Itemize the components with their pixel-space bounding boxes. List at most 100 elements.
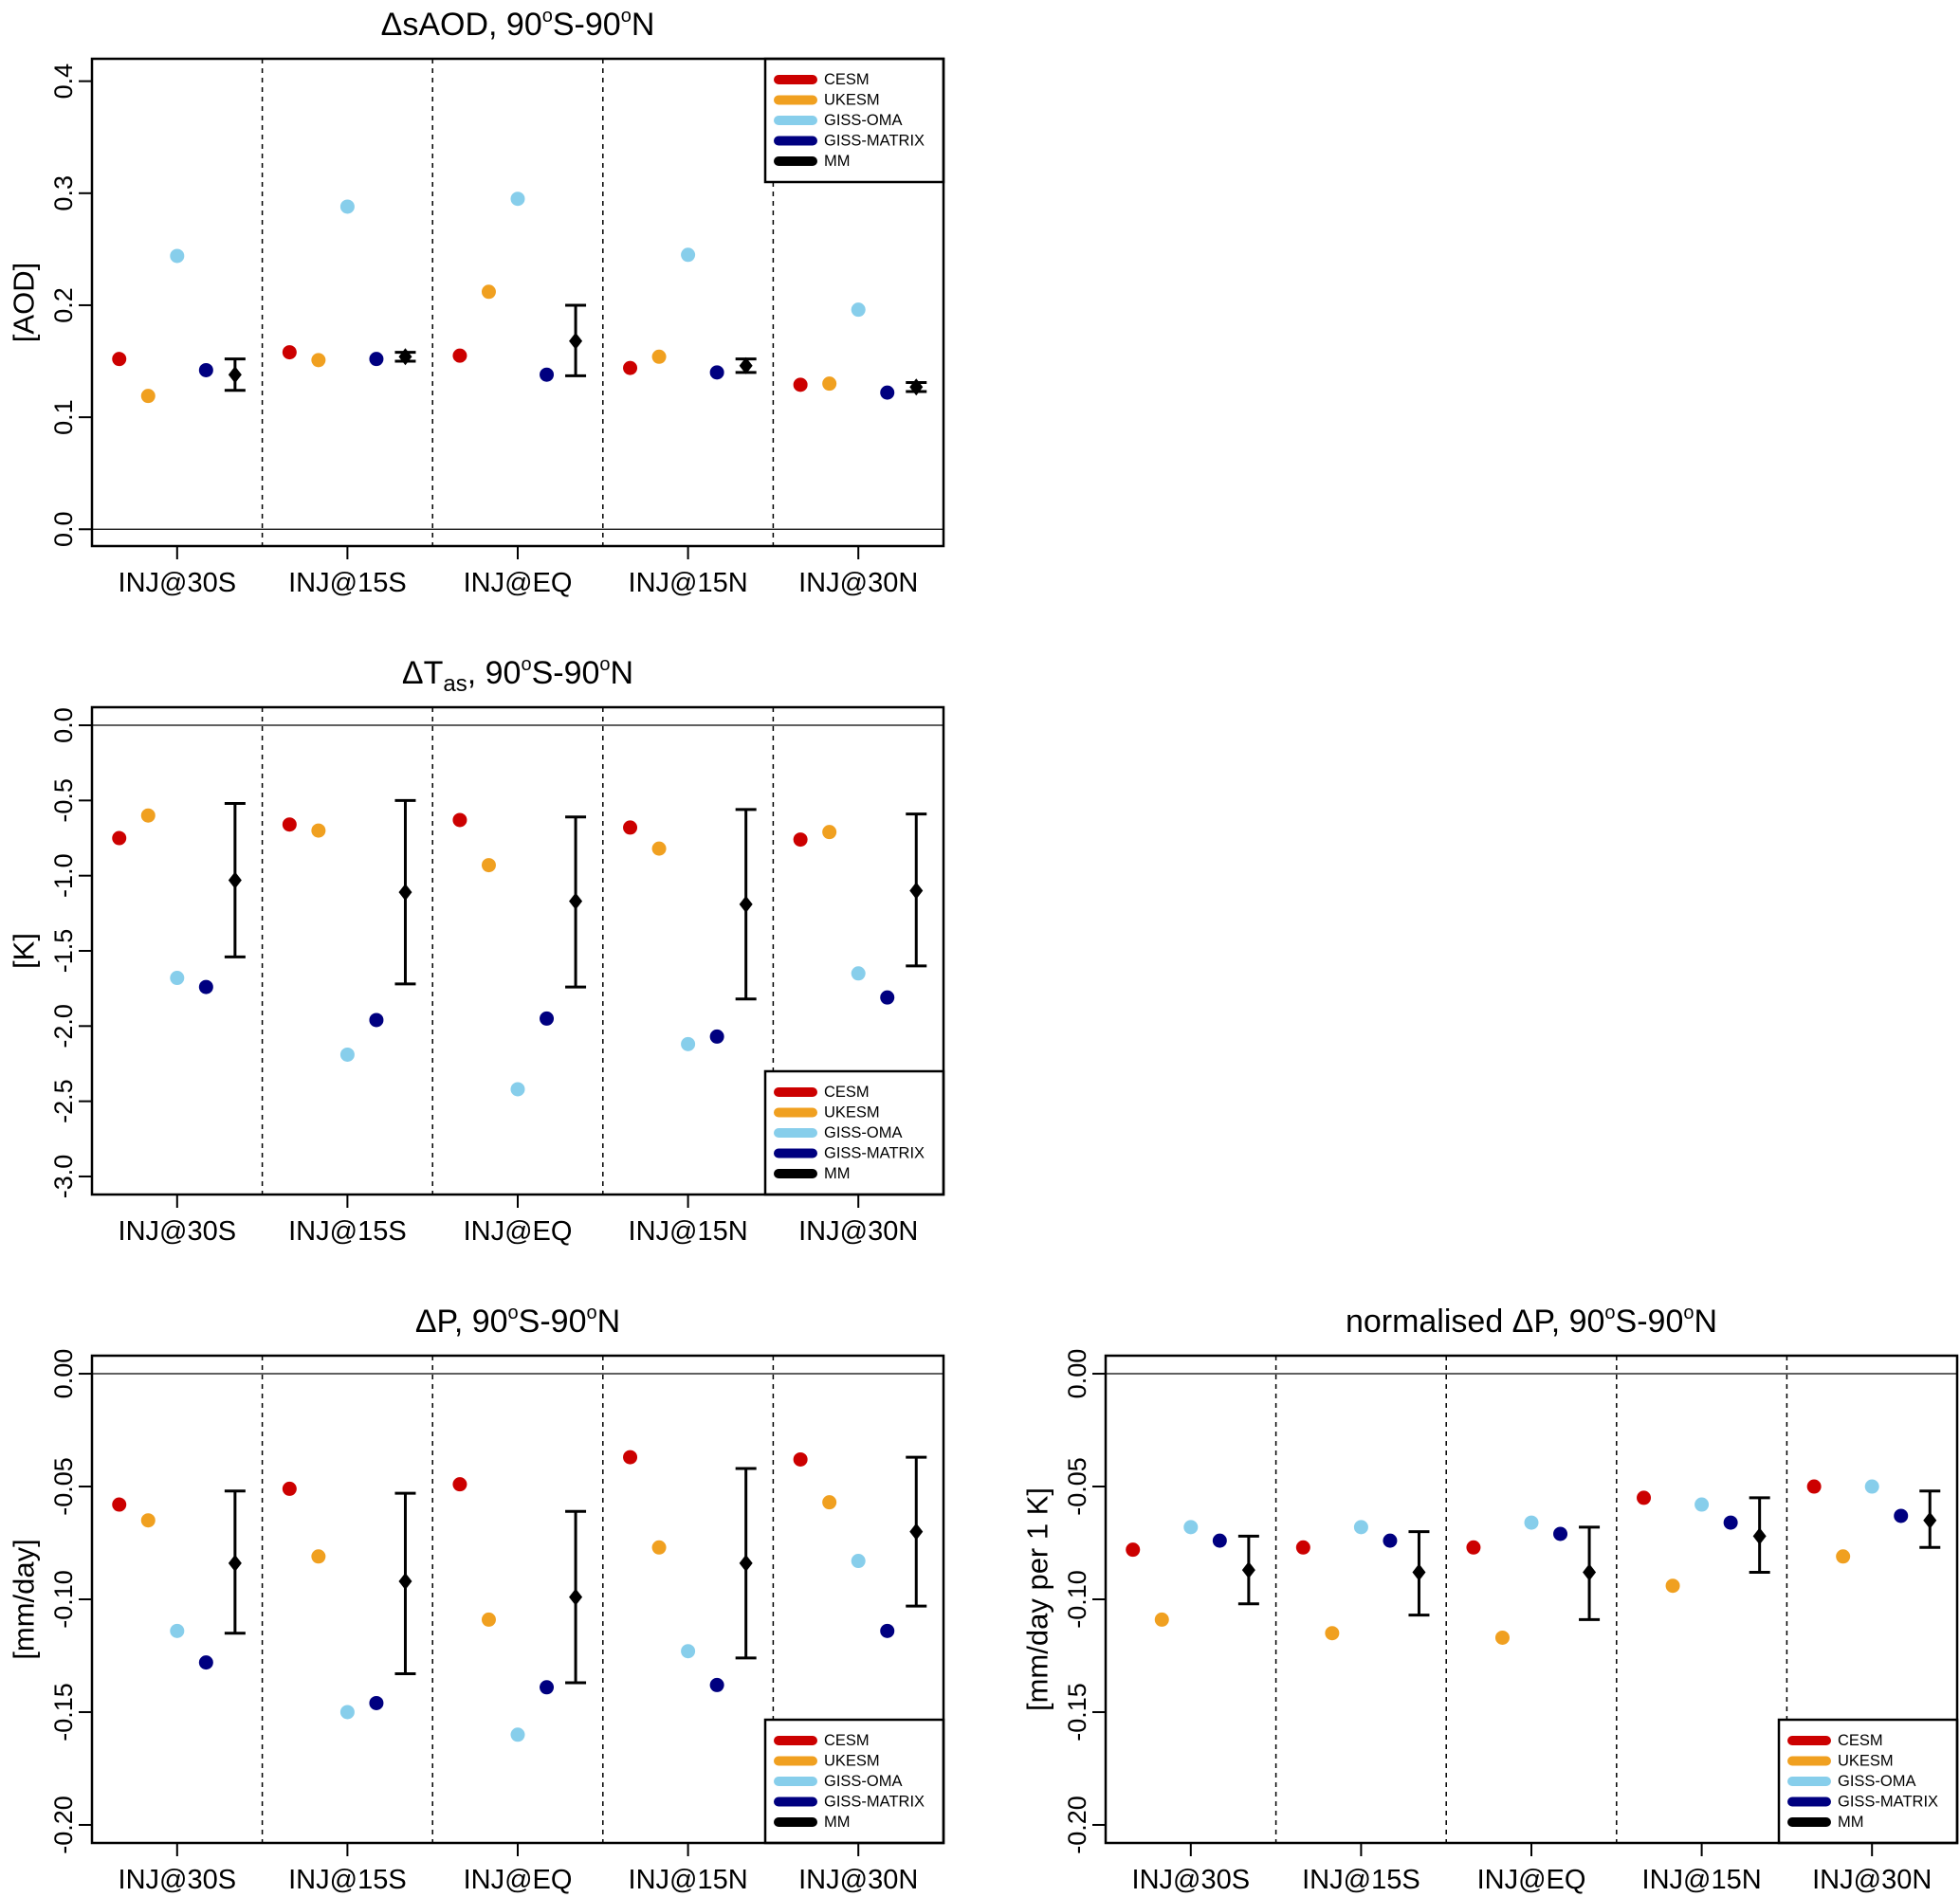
title-part: N: [1694, 1304, 1717, 1340]
point-cesm: [452, 1477, 467, 1492]
y-tick-label: -0.05: [49, 1457, 78, 1516]
y-tick-label: 0.4: [49, 64, 78, 100]
panel-2: ΔTas, 90oS-90oN0.0-0.5-1.0-1.5-2.0-2.5-3…: [8, 654, 945, 1247]
legend-label: GISS-OMA: [824, 1773, 903, 1790]
x-tick-label: INJ@30N: [798, 568, 918, 598]
point-ukesm: [140, 808, 156, 823]
x-tick-label: INJ@15S: [288, 1865, 407, 1895]
point-giss-matrix: [709, 365, 724, 380]
y-axis-label: [mm/day]: [8, 1539, 41, 1659]
x-tick-label: INJ@EQ: [1477, 1865, 1586, 1895]
chart-title: ΔTas, 90oS-90oN: [402, 654, 633, 697]
y-tick-label: 0.00: [49, 1349, 78, 1399]
point-giss-oma: [339, 1705, 355, 1720]
x-tick-label: INJ@30S: [119, 1865, 237, 1895]
legend-label: GISS-MATRIX: [824, 1145, 925, 1162]
point-giss-matrix: [880, 1623, 895, 1638]
point-cesm: [282, 1481, 297, 1496]
point-ukesm: [822, 376, 837, 392]
x-tick-label: INJ@30N: [798, 1216, 918, 1247]
x-tick-label: INJ@15S: [288, 1216, 407, 1247]
legend: CESM UKESM GISS-OMA GISS-MATRIX MM: [763, 1069, 945, 1196]
title-superscript: o: [542, 6, 553, 27]
mm-mean-point: [228, 871, 242, 889]
point-giss-matrix: [198, 362, 213, 377]
point-cesm: [793, 1451, 808, 1467]
legend-label: CESM: [824, 71, 870, 88]
y-tick-label: -1.5: [49, 929, 78, 974]
point-ukesm: [1836, 1549, 1851, 1564]
title-part: S-90: [553, 7, 621, 43]
title-part: S-90: [532, 655, 600, 691]
point-giss-matrix: [1383, 1533, 1398, 1548]
legend: CESM UKESM GISS-OMA GISS-MATRIX MM: [763, 1718, 945, 1845]
panel-4: normalised ΔP, 90oS-90oN0.00-0.05-0.10-0…: [1021, 1303, 1959, 1895]
legend-label: UKESM: [824, 1753, 880, 1770]
title-part: ΔsAOD, 90: [381, 7, 542, 43]
mm-mean-point: [228, 366, 242, 384]
legend-label: UKESM: [824, 1104, 880, 1122]
legend-label: UKESM: [1838, 1753, 1894, 1770]
point-giss-oma: [1353, 1520, 1368, 1535]
point-cesm: [1126, 1542, 1141, 1558]
y-tick-label: -0.15: [49, 1683, 78, 1742]
title-superscript: o: [521, 654, 531, 675]
x-tick-label: INJ@15N: [1642, 1865, 1762, 1895]
title-superscript: o: [599, 654, 610, 675]
title-part: N: [632, 7, 655, 43]
legend-label: CESM: [1838, 1732, 1883, 1749]
point-giss-oma: [681, 1036, 696, 1051]
point-giss-oma: [851, 302, 866, 318]
point-giss-oma: [851, 966, 866, 981]
title-part: N: [597, 1304, 621, 1340]
title-subscript: as: [443, 671, 467, 697]
point-giss-oma: [510, 1082, 525, 1097]
mm-mean-point: [1583, 1563, 1597, 1581]
plot-frame: [90, 57, 945, 548]
mm-mean-point: [1412, 1563, 1426, 1581]
title-superscript: o: [621, 6, 632, 27]
panel-1: ΔsAOD, 90oS-90oN0.00.10.20.30.4[AOD]INJ@…: [8, 6, 945, 598]
point-giss-oma: [1864, 1479, 1879, 1494]
title-part: S-90: [1616, 1304, 1684, 1340]
point-giss-oma: [510, 192, 525, 207]
mm-mean-point: [398, 1572, 412, 1590]
point-cesm: [282, 817, 297, 832]
point-giss-oma: [1524, 1515, 1539, 1530]
point-cesm: [623, 1450, 638, 1465]
point-cesm: [1806, 1479, 1822, 1494]
title-part: ΔP, 90: [415, 1304, 508, 1340]
point-giss-oma: [339, 199, 355, 214]
point-giss-matrix: [709, 1677, 724, 1692]
point-cesm: [282, 345, 297, 360]
point-giss-matrix: [880, 990, 895, 1005]
mm-mean-point: [739, 356, 753, 374]
y-tick-label: 0.3: [49, 175, 78, 211]
point-ukesm: [822, 1495, 837, 1510]
legend: CESM UKESM GISS-OMA GISS-MATRIX MM: [1777, 1718, 1959, 1845]
y-tick-label: 0.1: [49, 399, 78, 435]
mm-mean-point: [909, 1523, 924, 1541]
x-tick-label: INJ@EQ: [464, 568, 573, 598]
title-part: normalised ΔP, 90: [1346, 1304, 1604, 1340]
y-tick-label: -2.0: [49, 1004, 78, 1049]
point-ukesm: [651, 1540, 667, 1555]
title-superscript: o: [586, 1303, 596, 1323]
y-tick-label: -0.05: [1063, 1457, 1091, 1516]
mm-mean-point: [1752, 1527, 1767, 1545]
point-giss-matrix: [880, 385, 895, 400]
y-axis-label: [mm/day per 1 K]: [1021, 1487, 1054, 1711]
point-giss-matrix: [1212, 1533, 1227, 1548]
point-cesm: [112, 830, 127, 846]
point-giss-oma: [851, 1554, 866, 1569]
y-tick-label: -0.10: [49, 1570, 78, 1629]
mm-mean-point: [1923, 1511, 1937, 1529]
point-cesm: [793, 832, 808, 848]
point-ukesm: [1494, 1630, 1510, 1645]
legend-label: UKESM: [824, 92, 880, 109]
point-ukesm: [1154, 1612, 1169, 1627]
y-tick-label: -1.0: [49, 853, 78, 898]
mm-mean-point: [739, 1554, 753, 1572]
legend-label: MM: [824, 1814, 851, 1831]
legend-label: GISS-MATRIX: [824, 1794, 925, 1811]
